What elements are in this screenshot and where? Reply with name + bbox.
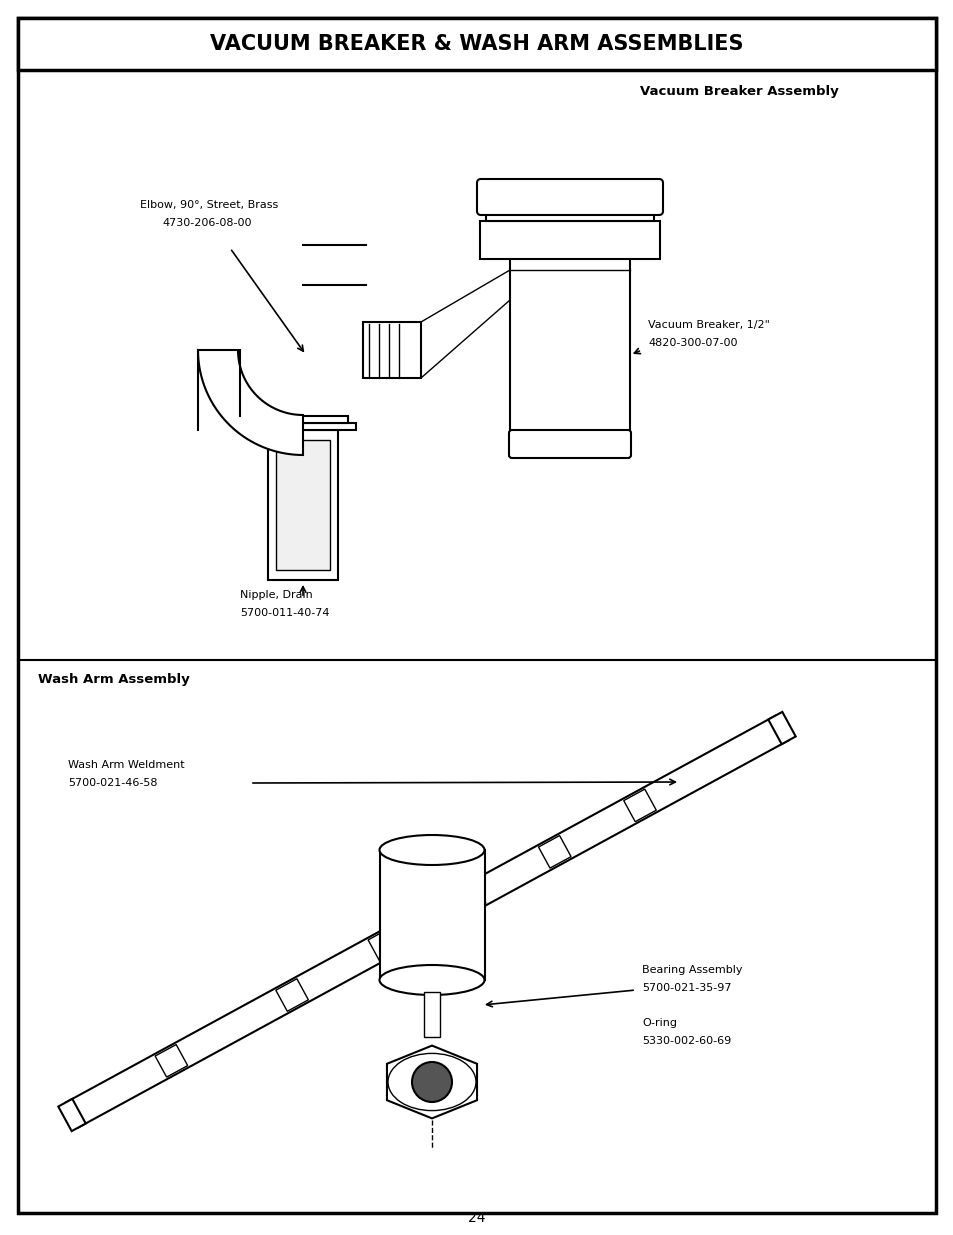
Text: 24: 24 [468, 1212, 485, 1225]
Polygon shape [623, 789, 656, 821]
Bar [268, 430, 337, 580]
Bar [379, 850, 484, 981]
Text: O-ring: O-ring [641, 1018, 677, 1028]
Polygon shape [453, 882, 485, 915]
Circle shape [412, 1062, 452, 1102]
Ellipse shape [379, 835, 484, 864]
Text: 5700-021-46-58: 5700-021-46-58 [68, 778, 157, 788]
FancyBboxPatch shape [476, 179, 662, 215]
Bar [485, 211, 654, 221]
Bar [423, 992, 439, 1037]
Polygon shape [155, 1045, 188, 1077]
Text: Wash Arm Weldment: Wash Arm Weldment [68, 760, 185, 769]
Bar [510, 254, 629, 454]
Bar [18, 19, 935, 70]
Polygon shape [387, 1046, 476, 1119]
Text: Wash Arm Assembly: Wash Arm Assembly [38, 673, 190, 687]
Polygon shape [58, 1099, 86, 1131]
Text: Elbow, 90°, Street, Brass: Elbow, 90°, Street, Brass [140, 200, 278, 210]
Text: 4730-206-08-00: 4730-206-08-00 [162, 219, 252, 228]
Polygon shape [368, 929, 400, 961]
Bar [275, 440, 330, 571]
FancyBboxPatch shape [509, 430, 630, 458]
Text: 4820-300-07-00: 4820-300-07-00 [647, 338, 737, 348]
Text: VACUUM BREAKER & WASH ARM ASSEMBLIES: VACUUM BREAKER & WASH ARM ASSEMBLIES [210, 35, 743, 54]
Ellipse shape [388, 1053, 476, 1110]
Polygon shape [537, 836, 571, 868]
Polygon shape [275, 979, 308, 1011]
Text: 5330-002-60-69: 5330-002-60-69 [641, 1036, 731, 1046]
Polygon shape [767, 711, 795, 745]
Text: Bearing Assembly: Bearing Assembly [641, 965, 741, 974]
Bar [250, 424, 355, 430]
Bar [363, 322, 420, 378]
Text: 5700-011-40-74: 5700-011-40-74 [240, 608, 329, 618]
Bar [257, 416, 348, 424]
Ellipse shape [379, 965, 484, 995]
Text: Vacuum Breaker, 1/2": Vacuum Breaker, 1/2" [647, 320, 769, 330]
Text: Vacuum Breaker Assembly: Vacuum Breaker Assembly [639, 85, 838, 99]
Polygon shape [198, 350, 303, 454]
Polygon shape [65, 716, 788, 1128]
Bar [479, 221, 659, 259]
Text: 5700-021-35-97: 5700-021-35-97 [641, 983, 731, 993]
Text: Nipple, Drain: Nipple, Drain [240, 590, 313, 600]
